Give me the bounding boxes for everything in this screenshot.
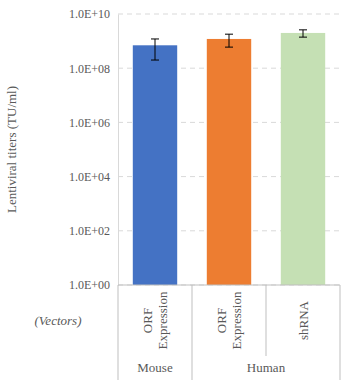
y-tick: 1.0E+02 (69, 224, 118, 238)
category-separator (340, 285, 341, 380)
y-tick-label: 1.0E+00 (69, 278, 110, 292)
bar (281, 33, 325, 285)
category-label: ORFExpression (214, 291, 243, 349)
chart: 1.0E+00 1.0E+02 1.0E+04 1.0E+06 1.0E+08 1.0E+… (0, 0, 349, 380)
y-tick: 1.0E+08 (69, 62, 118, 76)
error-bar (225, 34, 233, 47)
error-bar-line (303, 30, 304, 37)
error-bar-line (229, 34, 230, 47)
plot-area (133, 30, 325, 285)
bar (133, 45, 177, 285)
y-axis-title: Lentiviral titers (TU/ml) (4, 86, 19, 213)
y-axis: 1.0E+00 1.0E+02 1.0E+04 1.0E+06 1.0E+08 1.0E+… (69, 7, 119, 292)
y-axis-line (118, 15, 119, 286)
group-label: Human (247, 360, 286, 375)
y-tick-label: 1.0E+08 (69, 62, 110, 76)
category-label: ORFExpression (140, 291, 169, 349)
group-label: Mouse (137, 360, 173, 375)
grid (118, 14, 340, 285)
y-tick-label: 1.0E+10 (69, 7, 110, 21)
category-separator (266, 285, 267, 356)
y-tick-label: 1.0E+02 (69, 224, 110, 238)
error-bar-line (299, 29, 307, 30)
grid-line (118, 285, 340, 286)
x-axis-line (118, 285, 340, 286)
category-separator (118, 285, 119, 380)
error-bar (299, 30, 307, 37)
y-tick: 1.0E+04 (69, 170, 118, 184)
y-tick-label: 1.0E+04 (69, 170, 110, 184)
error-bar-line (151, 38, 159, 39)
x-axis-title: (Vectors) (35, 313, 82, 328)
y-tick: 1.0E+06 (69, 116, 118, 130)
error-bar-line (299, 37, 307, 38)
y-tick: 1.0E+00 (69, 278, 118, 292)
bar (207, 39, 251, 285)
error-bar-line (151, 60, 159, 61)
error-bar-line (155, 39, 156, 60)
error-bar-line (225, 34, 233, 35)
grid-line (118, 14, 340, 15)
error-bar-line (225, 47, 233, 48)
y-tick: 1.0E+10 (69, 7, 118, 21)
y-tick-label: 1.0E+06 (69, 116, 110, 130)
category-separator (192, 285, 193, 380)
error-bar (151, 39, 159, 60)
category-label: shRNA (296, 300, 311, 340)
